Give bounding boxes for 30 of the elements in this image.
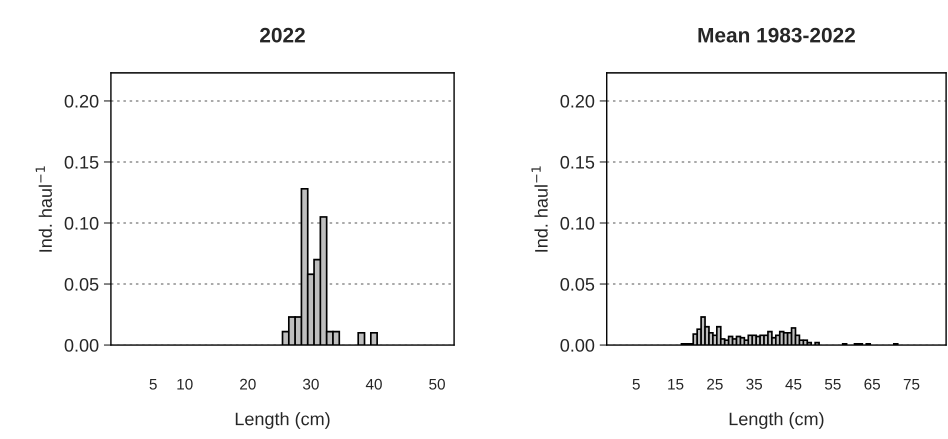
y-tick-label: 0.05 bbox=[560, 278, 594, 291]
y-tick-label: 0.05 bbox=[64, 278, 98, 291]
x-tick-label: 75 bbox=[904, 378, 920, 390]
chart-title: Mean 1983-2022 bbox=[698, 28, 855, 43]
x-tick-label: 50 bbox=[429, 378, 445, 390]
y-tick-label: 0.10 bbox=[560, 216, 594, 230]
x-tick-label: 65 bbox=[864, 378, 880, 390]
x-tick-label: 45 bbox=[785, 378, 802, 390]
y-tick-label: 0.00 bbox=[64, 338, 98, 352]
x-axis-title: Length (cm) bbox=[236, 412, 330, 429]
x-tick-label: 20 bbox=[240, 378, 256, 390]
y-tick-label: 0.15 bbox=[64, 156, 98, 169]
x-tick-label: 25 bbox=[707, 378, 723, 390]
x-tick-label: 10 bbox=[177, 378, 193, 390]
x-axis-title: Length (cm) bbox=[730, 412, 824, 429]
y-tick-label: 0.20 bbox=[64, 94, 98, 108]
y-tick-label: 0.10 bbox=[64, 216, 98, 230]
y-tick-label: 0.20 bbox=[560, 94, 594, 108]
y-tick-label: 0.00 bbox=[560, 338, 594, 352]
x-tick-label: 5 bbox=[150, 378, 157, 390]
x-tick-label: 55 bbox=[824, 378, 841, 390]
x-tick-label: 40 bbox=[366, 378, 382, 390]
x-tick-label: 35 bbox=[746, 378, 762, 390]
chart-title: 2022 bbox=[260, 28, 305, 43]
x-tick-label: 5 bbox=[632, 378, 640, 390]
y-axis-title: Ind. haul$^{−1}$ bbox=[36, 166, 52, 252]
x-tick-label: 30 bbox=[302, 378, 319, 390]
y-tick-label: 0.15 bbox=[560, 156, 594, 169]
x-tick-label: 15 bbox=[668, 378, 684, 390]
y-axis-title: Ind. haul$^{−1}$ bbox=[531, 166, 548, 252]
